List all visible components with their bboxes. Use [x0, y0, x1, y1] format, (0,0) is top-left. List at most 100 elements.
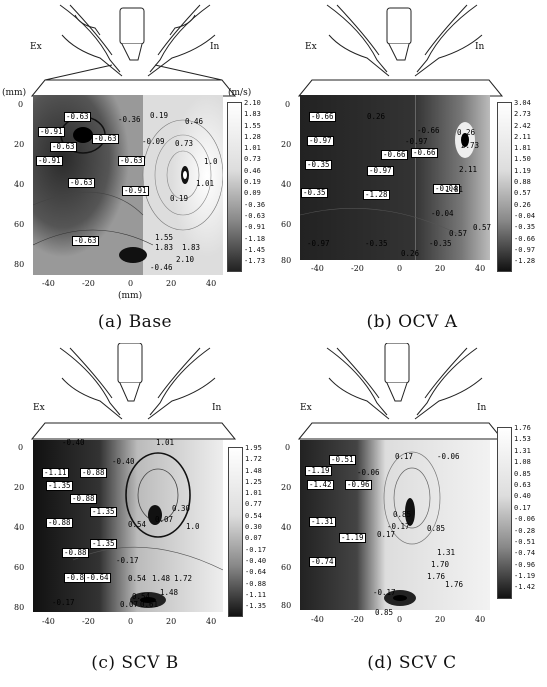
x-tick: 20: [435, 264, 446, 273]
x-tick: 20: [166, 617, 177, 626]
value-label: -0.40: [62, 438, 85, 447]
y-tick: 0: [285, 100, 291, 109]
value-label: -0.35: [429, 239, 452, 248]
value-label: 0.57: [449, 229, 468, 238]
engine-head-sketch: [30, 343, 237, 440]
y-tick: 40: [281, 523, 292, 532]
value-label: 1.48: [152, 574, 171, 583]
value-label: -0.36: [118, 115, 141, 124]
value-label: 0.46: [185, 117, 204, 126]
panel-caption: (d) SCV C: [367, 653, 457, 673]
colorbar-labels: 1.95 1.72 1.48 1.25 1.01 0.77 0.54 0.30 …: [245, 444, 267, 611]
value-label: 0.85: [393, 510, 412, 519]
value-box: -0.91: [36, 156, 63, 166]
value-box: -0.66: [309, 112, 336, 122]
value-box: -0.64: [84, 573, 111, 583]
x-tick: 0: [397, 264, 403, 273]
value-label: 0.26: [457, 128, 476, 137]
y-tick: 20: [14, 483, 25, 492]
y-tick: 20: [281, 483, 292, 492]
value-box: -0.63: [68, 178, 95, 188]
panel-caption: (b) OCV A: [366, 312, 458, 332]
value-label: 1.76: [445, 580, 464, 589]
value-label: 1.83: [182, 243, 201, 252]
value-box: -0.63: [118, 156, 145, 166]
panel-b-ocv-a: Ex In -0.66 -0.97 -0.35 -0.66 -0.97 -1.2…: [277, 0, 547, 343]
value-label: 0.30: [172, 504, 191, 513]
y-tick: 60: [281, 563, 292, 572]
value-box: -1.19: [305, 466, 332, 476]
y-tick: 60: [14, 220, 25, 229]
value-box: -0.88: [62, 548, 89, 558]
x-tick: 20: [435, 615, 446, 624]
y-tick: 80: [281, 601, 292, 610]
value-box: -0.74: [309, 557, 336, 567]
colorbar-unit-label: (m/s): [228, 88, 252, 98]
value-label: -0.97: [405, 137, 428, 146]
value-label: 0.07: [155, 515, 174, 524]
value-label: -0.17: [116, 556, 139, 565]
panel-a-base: Ex In (mm) (m/s) -0.63 -0.91 -0.63 -0.91…: [0, 0, 270, 343]
value-box: -0.96: [345, 480, 372, 490]
value-box: -0.97: [307, 136, 334, 146]
x-tick: 0: [128, 279, 134, 288]
engine-head-sketch: [30, 4, 237, 97]
value-label: -0.06: [357, 468, 380, 477]
y-tick: 20: [14, 140, 25, 149]
value-box: -0.91: [38, 127, 65, 137]
intake-label: In: [477, 403, 487, 413]
y-tick: 60: [281, 220, 292, 229]
y-tick: 80: [281, 256, 292, 265]
x-tick: 20: [166, 279, 177, 288]
x-tick: -40: [311, 264, 324, 273]
y-unit-label: (mm): [2, 88, 27, 98]
value-label: -0.66: [417, 126, 440, 135]
exhaust-label: Ex: [305, 42, 317, 52]
engine-head-sketch: [297, 343, 504, 440]
y-tick: 40: [281, 180, 292, 189]
value-label: 0.17: [377, 530, 396, 539]
value-box: -1.28: [363, 190, 390, 200]
value-label: 0.17: [395, 452, 414, 461]
value-box: -1.11: [42, 468, 69, 478]
x-tick: -40: [42, 617, 55, 626]
value-box: -0.88: [46, 518, 73, 528]
value-label: -0.17: [373, 588, 396, 597]
y-tick: 60: [14, 563, 25, 572]
value-label: 0.85: [375, 608, 394, 617]
value-label: 1.72: [174, 574, 193, 583]
value-label: 1.70: [431, 560, 450, 569]
value-label: -0.40: [112, 457, 135, 466]
intake-label: In: [475, 42, 485, 52]
value-box: -0.63: [64, 112, 91, 122]
colorbar: [497, 427, 512, 599]
x-tick: -20: [351, 264, 364, 273]
value-label: 1.76: [427, 572, 446, 581]
value-label: 0.26: [367, 112, 386, 121]
value-label: -0.46: [150, 263, 173, 272]
colorbar-labels: 2.10 1.83 1.55 1.28 1.01 0.73 0.46 0.19 …: [244, 99, 266, 266]
value-label: 1.01: [196, 179, 215, 188]
colorbar: [228, 447, 243, 617]
value-box: -0.35: [305, 160, 332, 170]
x-unit-label: (mm): [118, 291, 143, 301]
value-box: -0.88: [70, 494, 97, 504]
x-tick: -40: [42, 279, 55, 288]
value-box: -0.51: [329, 455, 356, 465]
value-box: -1.35: [46, 481, 73, 491]
value-label: 1.0: [186, 522, 200, 531]
value-label: -0.17: [52, 598, 75, 607]
value-box: -0.88: [80, 468, 107, 478]
value-label: 2.10: [176, 255, 195, 264]
value-label: 1.0: [204, 157, 218, 166]
x-tick: -20: [351, 615, 364, 624]
value-box: -0.63: [50, 142, 77, 152]
value-box: -1.35: [90, 507, 117, 517]
value-label: 1.55: [155, 233, 174, 242]
value-box: -0.91: [122, 186, 149, 196]
panel-c-scv-b: Ex In -1.11 -0.88 -1.35 -0.88 -1.35 -0.8…: [0, 343, 270, 686]
value-label: 1.31: [437, 548, 456, 557]
value-label: 0.57: [473, 223, 492, 232]
panel-d-scv-c: Ex In -0.51 -1.19 -1.42 -0.96 -1.31 -1.1…: [277, 343, 547, 686]
x-tick: 40: [206, 279, 217, 288]
